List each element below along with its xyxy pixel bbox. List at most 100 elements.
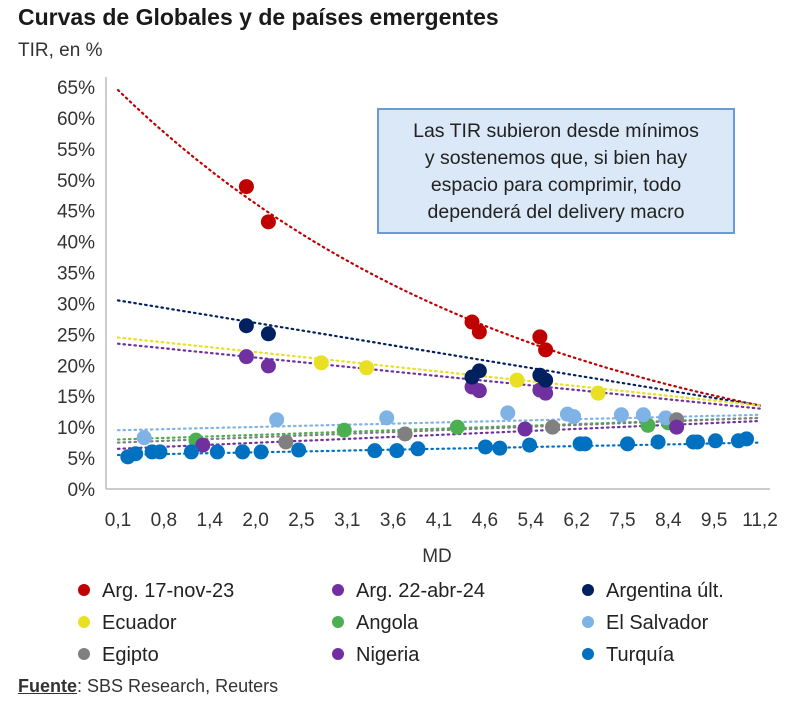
trendline [116, 299, 762, 407]
legend-marker-icon [78, 647, 90, 660]
y-tick-label: 10% [57, 418, 95, 439]
data-point [707, 433, 723, 449]
trendline [116, 89, 762, 407]
x-tick-label: 2,0 [242, 510, 268, 531]
data-point [367, 443, 383, 459]
y-tick-label: 65% [57, 78, 95, 99]
data-point [260, 358, 276, 374]
data-point [538, 385, 554, 401]
legend-label: Nigeria [356, 644, 420, 666]
x-axis-title: MD [422, 546, 452, 567]
data-point [209, 444, 225, 460]
y-tick-label: 5% [68, 449, 96, 470]
x-tick-label: 8,4 [655, 510, 682, 531]
y-tick-label: 60% [57, 109, 95, 130]
legend-marker-icon [582, 615, 594, 628]
data-point [389, 443, 405, 459]
data-point [669, 419, 685, 435]
y-tick-label: 50% [57, 171, 95, 192]
data-point [260, 214, 276, 230]
legend-item: Angola [332, 612, 418, 635]
data-point [269, 412, 285, 428]
data-point [195, 437, 211, 453]
data-point [739, 431, 755, 447]
data-point [183, 444, 199, 460]
legend-label: Egipto [102, 644, 159, 666]
legend-marker-icon [582, 647, 594, 660]
y-tick-label: 40% [57, 233, 95, 254]
x-tick-label: 2,5 [288, 510, 314, 531]
data-point [313, 355, 329, 371]
legend-marker-icon [582, 583, 594, 596]
legend-marker-icon [78, 583, 90, 596]
annotation-box: Las TIR subieron desde mínimos y sostene… [377, 108, 735, 234]
legend-item: Egipto [78, 644, 159, 667]
legend-item: Nigeria [332, 644, 419, 667]
annotation-line: Las TIR subieron desde mínimos [413, 120, 699, 142]
data-point [620, 436, 636, 452]
legend-item: Ecuador [78, 612, 177, 635]
source-label: Fuente [18, 676, 78, 696]
data-point [500, 405, 516, 421]
y-axis-unit-label: TIR, en % [18, 40, 103, 61]
y-tick-label: 25% [57, 325, 95, 346]
y-tick-label: 30% [57, 294, 95, 315]
legend-item: El Salvador [582, 612, 708, 635]
legend-label: Arg. 22-abr-24 [356, 580, 485, 602]
data-point [260, 326, 276, 342]
data-point [577, 436, 593, 452]
legend-label: Argentina últ. [606, 580, 724, 602]
data-point [152, 444, 168, 460]
y-tick-label: 15% [57, 387, 95, 408]
y-tick-label: 55% [57, 140, 95, 161]
x-tick-label: 9,5 [701, 510, 727, 531]
legend-item: Arg. 17-nov-23 [78, 580, 234, 603]
legend-item: Arg. 22-abr-24 [332, 580, 485, 603]
data-point [410, 441, 426, 457]
legend-label: Turquía [606, 644, 675, 666]
x-tick-label: 11,2 [742, 510, 778, 531]
x-tick-label: 5,4 [518, 510, 545, 531]
data-point [128, 446, 144, 462]
trendline [116, 413, 762, 432]
legend-label: Arg. 17-nov-23 [102, 580, 235, 602]
data-point [517, 421, 533, 437]
legend-marker-icon [332, 583, 344, 596]
data-point [379, 410, 395, 426]
data-point [238, 179, 254, 195]
data-point [253, 444, 269, 460]
source-text: : SBS Research, Reuters [77, 676, 279, 696]
data-point [650, 434, 666, 450]
trendline [116, 336, 762, 407]
data-point [471, 363, 487, 379]
data-point [471, 324, 487, 340]
data-point [544, 419, 560, 435]
data-point [336, 422, 352, 438]
x-tick-label: 3,1 [334, 510, 360, 531]
x-tick-label: 0,1 [105, 510, 131, 531]
annotation-line: espacio para comprimir, todo [430, 174, 682, 196]
data-point [590, 385, 606, 401]
y-tick-label: 0% [68, 480, 96, 501]
legend-label: Ecuador [102, 612, 177, 634]
legend-item: Argentina últ. [582, 580, 724, 603]
y-tick-label: 20% [57, 356, 95, 377]
data-point [238, 318, 254, 334]
data-point [613, 407, 629, 423]
data-point [532, 329, 548, 345]
data-point [538, 372, 554, 388]
data-point [278, 434, 294, 450]
data-point [238, 349, 254, 365]
data-point [522, 437, 538, 453]
data-point [449, 419, 465, 435]
legend-label: El Salvador [606, 612, 709, 634]
x-tick-label: 3,6 [380, 510, 406, 531]
x-tick-label: 4,1 [426, 510, 452, 531]
data-point [635, 407, 651, 423]
legend-marker-icon [332, 647, 344, 660]
y-tick-label: 35% [57, 264, 95, 285]
x-tick-label: 0,8 [151, 510, 177, 531]
data-point [689, 434, 705, 450]
